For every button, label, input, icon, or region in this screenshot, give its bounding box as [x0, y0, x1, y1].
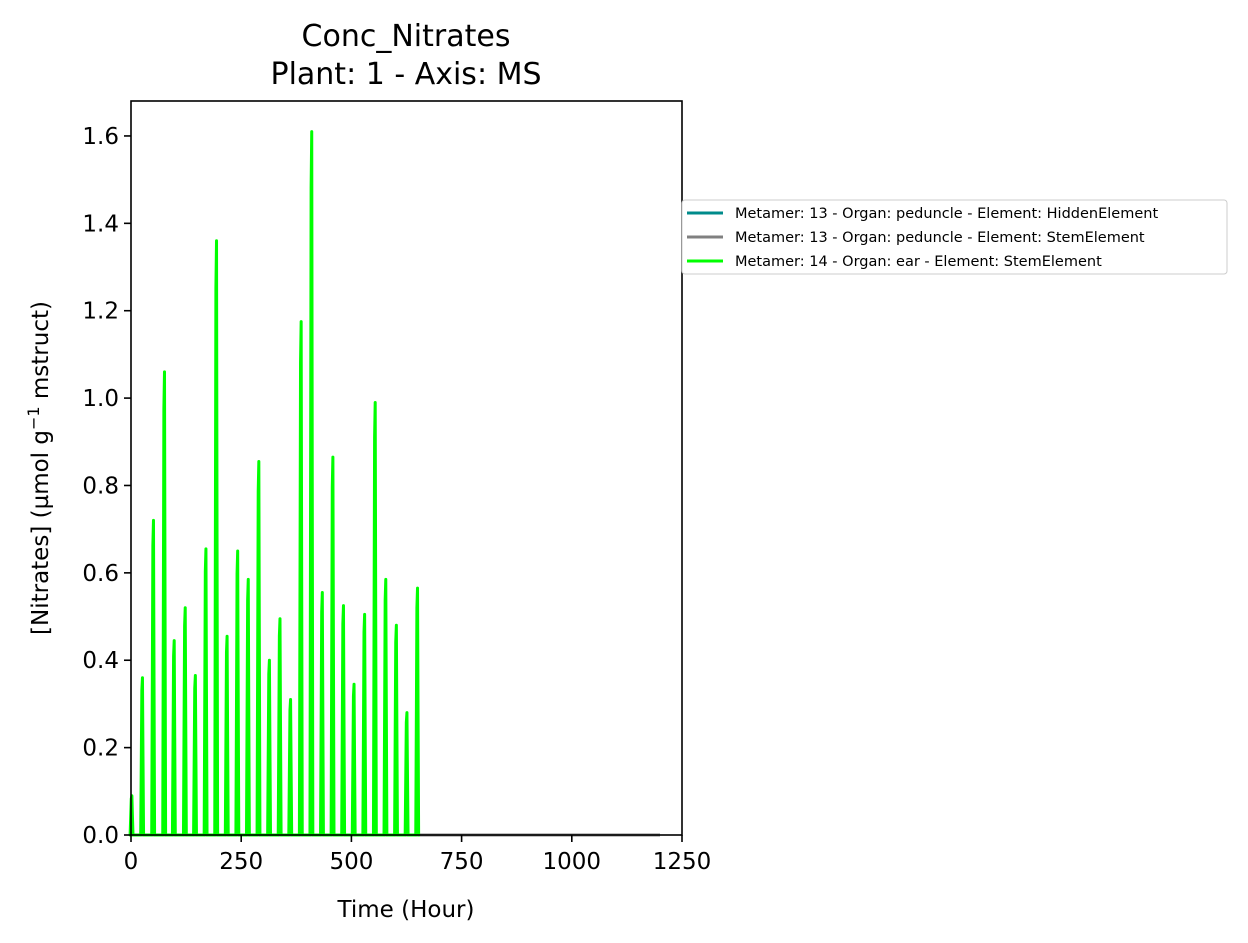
legend-label: Metamer: 13 - Organ: peduncle - Element:…: [735, 230, 1145, 246]
x-tick-label: 500: [329, 849, 373, 875]
y-tick-label: 1.0: [82, 386, 119, 412]
y-axis-label-main: [Nitrates] (µmol g: [28, 430, 54, 635]
y-tick-label: 0.8: [82, 473, 119, 499]
legend-label: Metamer: 14 - Organ: ear - Element: Stem…: [735, 254, 1102, 270]
x-tick-label: 1250: [653, 849, 712, 875]
chart-subtitle: Plant: 1 - Axis: MS: [270, 57, 541, 92]
legend: Metamer: 13 - Organ: peduncle - Element:…: [681, 199, 1228, 275]
y-tick-label: 0.4: [82, 648, 119, 674]
chart-title: Conc_Nitrates: [302, 19, 511, 54]
legend-items: Metamer: 13 - Organ: peduncle - Element:…: [687, 206, 1158, 270]
plot-frame: [130, 100, 683, 836]
legend-box: [681, 199, 1228, 275]
legend-label: Metamer: 13 - Organ: peduncle - Element:…: [735, 206, 1158, 222]
x-axis-label: Time (Hour): [337, 897, 475, 923]
y-axis: 0.0 0.2 0.4 0.6 0.8 1.0 1.2 1.4 1.6: [82, 124, 131, 849]
y-axis-label: [Nitrates] (µmol g−1 mstruct): [24, 301, 54, 635]
y-tick-label: 0.6: [82, 561, 119, 587]
y-tick-label: 1.2: [82, 299, 119, 325]
y-tick-label: 0.0: [82, 823, 119, 849]
x-tick-label: 1000: [543, 849, 602, 875]
y-axis-label-tail: mstruct): [28, 301, 54, 406]
x-tick-label: 750: [440, 849, 484, 875]
x-tick-label: 250: [219, 849, 263, 875]
x-axis: 0 250 500 750 1000 1250: [124, 835, 712, 875]
y-tick-label: 0.2: [82, 736, 119, 762]
y-tick-label: 1.6: [82, 124, 119, 150]
y-axis-label-exponent: −1: [24, 406, 43, 430]
plot-area: [128, 100, 683, 837]
x-tick-label: 0: [124, 849, 139, 875]
y-tick-label: 1.4: [82, 211, 119, 237]
